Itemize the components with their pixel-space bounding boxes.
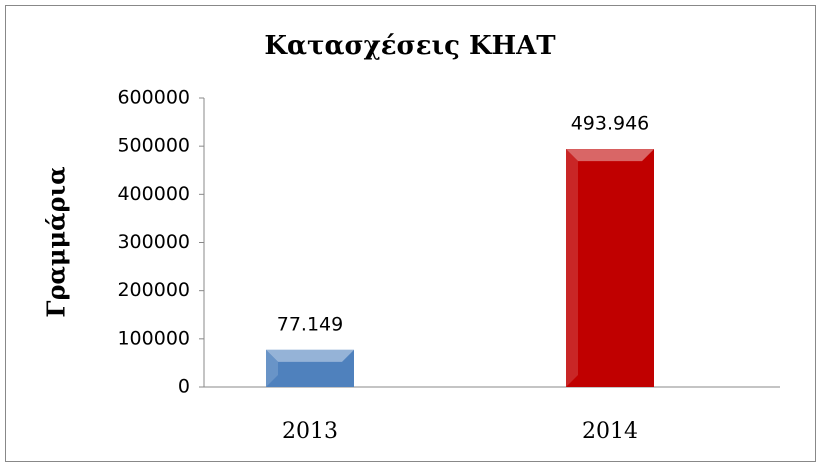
x-tick-label: 2013 xyxy=(282,419,338,444)
bar xyxy=(566,149,654,387)
value-label: 493.946 xyxy=(571,113,650,135)
y-tick-label: 0 xyxy=(178,376,190,398)
bar-bevel xyxy=(266,349,278,387)
y-tick-label: 100000 xyxy=(117,327,190,349)
bar-bevel xyxy=(566,149,654,162)
chart-title: Κατασχέσεις ΚΗΑΤ xyxy=(264,31,556,61)
y-tick-label: 400000 xyxy=(117,183,190,205)
value-label: 77.149 xyxy=(277,313,343,335)
y-tick-label: 600000 xyxy=(117,87,190,109)
y-axis-label: Γραμμάρια xyxy=(42,166,71,317)
y-tick-label: 200000 xyxy=(117,279,190,301)
chart-frame xyxy=(5,5,816,462)
y-tick-label: 300000 xyxy=(117,231,190,253)
bar-bevel xyxy=(566,149,578,387)
y-tick-label: 500000 xyxy=(117,135,190,157)
bar-bevel xyxy=(266,349,354,362)
x-tick-label: 2014 xyxy=(582,419,638,444)
